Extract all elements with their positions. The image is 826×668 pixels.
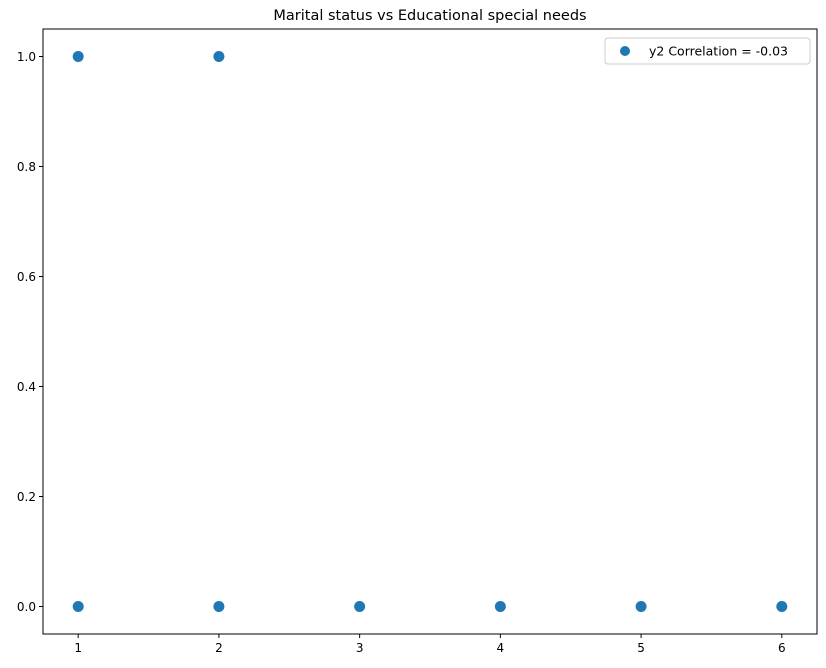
- x-tick-label: 6: [778, 641, 786, 655]
- y-tick-label: 1.0: [17, 50, 36, 64]
- data-point: [776, 601, 788, 612]
- legend-box: [604, 37, 811, 65]
- legend-label: y2 Correlation = -0.03: [649, 44, 788, 59]
- x-tick-label: 3: [356, 641, 364, 655]
- y-axis: 0.0 0.2 0.4 0.6 0.8 1.0: [17, 50, 43, 614]
- data-point: [72, 51, 84, 62]
- y-tick-label: 0.8: [17, 160, 36, 174]
- x-axis: 1 2 3 4 5 6: [74, 634, 786, 655]
- y-tick-label: 0.2: [17, 490, 36, 504]
- y-tick-label: 0.0: [17, 600, 36, 614]
- x-tick-label: 2: [215, 641, 223, 655]
- legend-marker: [620, 46, 630, 56]
- data-point: [72, 601, 84, 612]
- plot-area: [72, 51, 788, 612]
- data-point: [635, 601, 647, 612]
- x-tick-label: 4: [497, 641, 505, 655]
- data-point: [213, 51, 225, 62]
- axes-frame: [42, 28, 818, 635]
- chart-title: Marital status vs Educational special ne…: [273, 8, 586, 24]
- data-point: [354, 601, 366, 612]
- data-point: [213, 601, 225, 612]
- data-point: [494, 601, 506, 612]
- legend: y2 Correlation = -0.03: [604, 37, 811, 65]
- x-tick-label: 5: [637, 641, 645, 655]
- x-tick-label: 1: [74, 641, 82, 655]
- y-tick-label: 0.6: [17, 270, 36, 284]
- y-tick-label: 0.4: [17, 380, 36, 394]
